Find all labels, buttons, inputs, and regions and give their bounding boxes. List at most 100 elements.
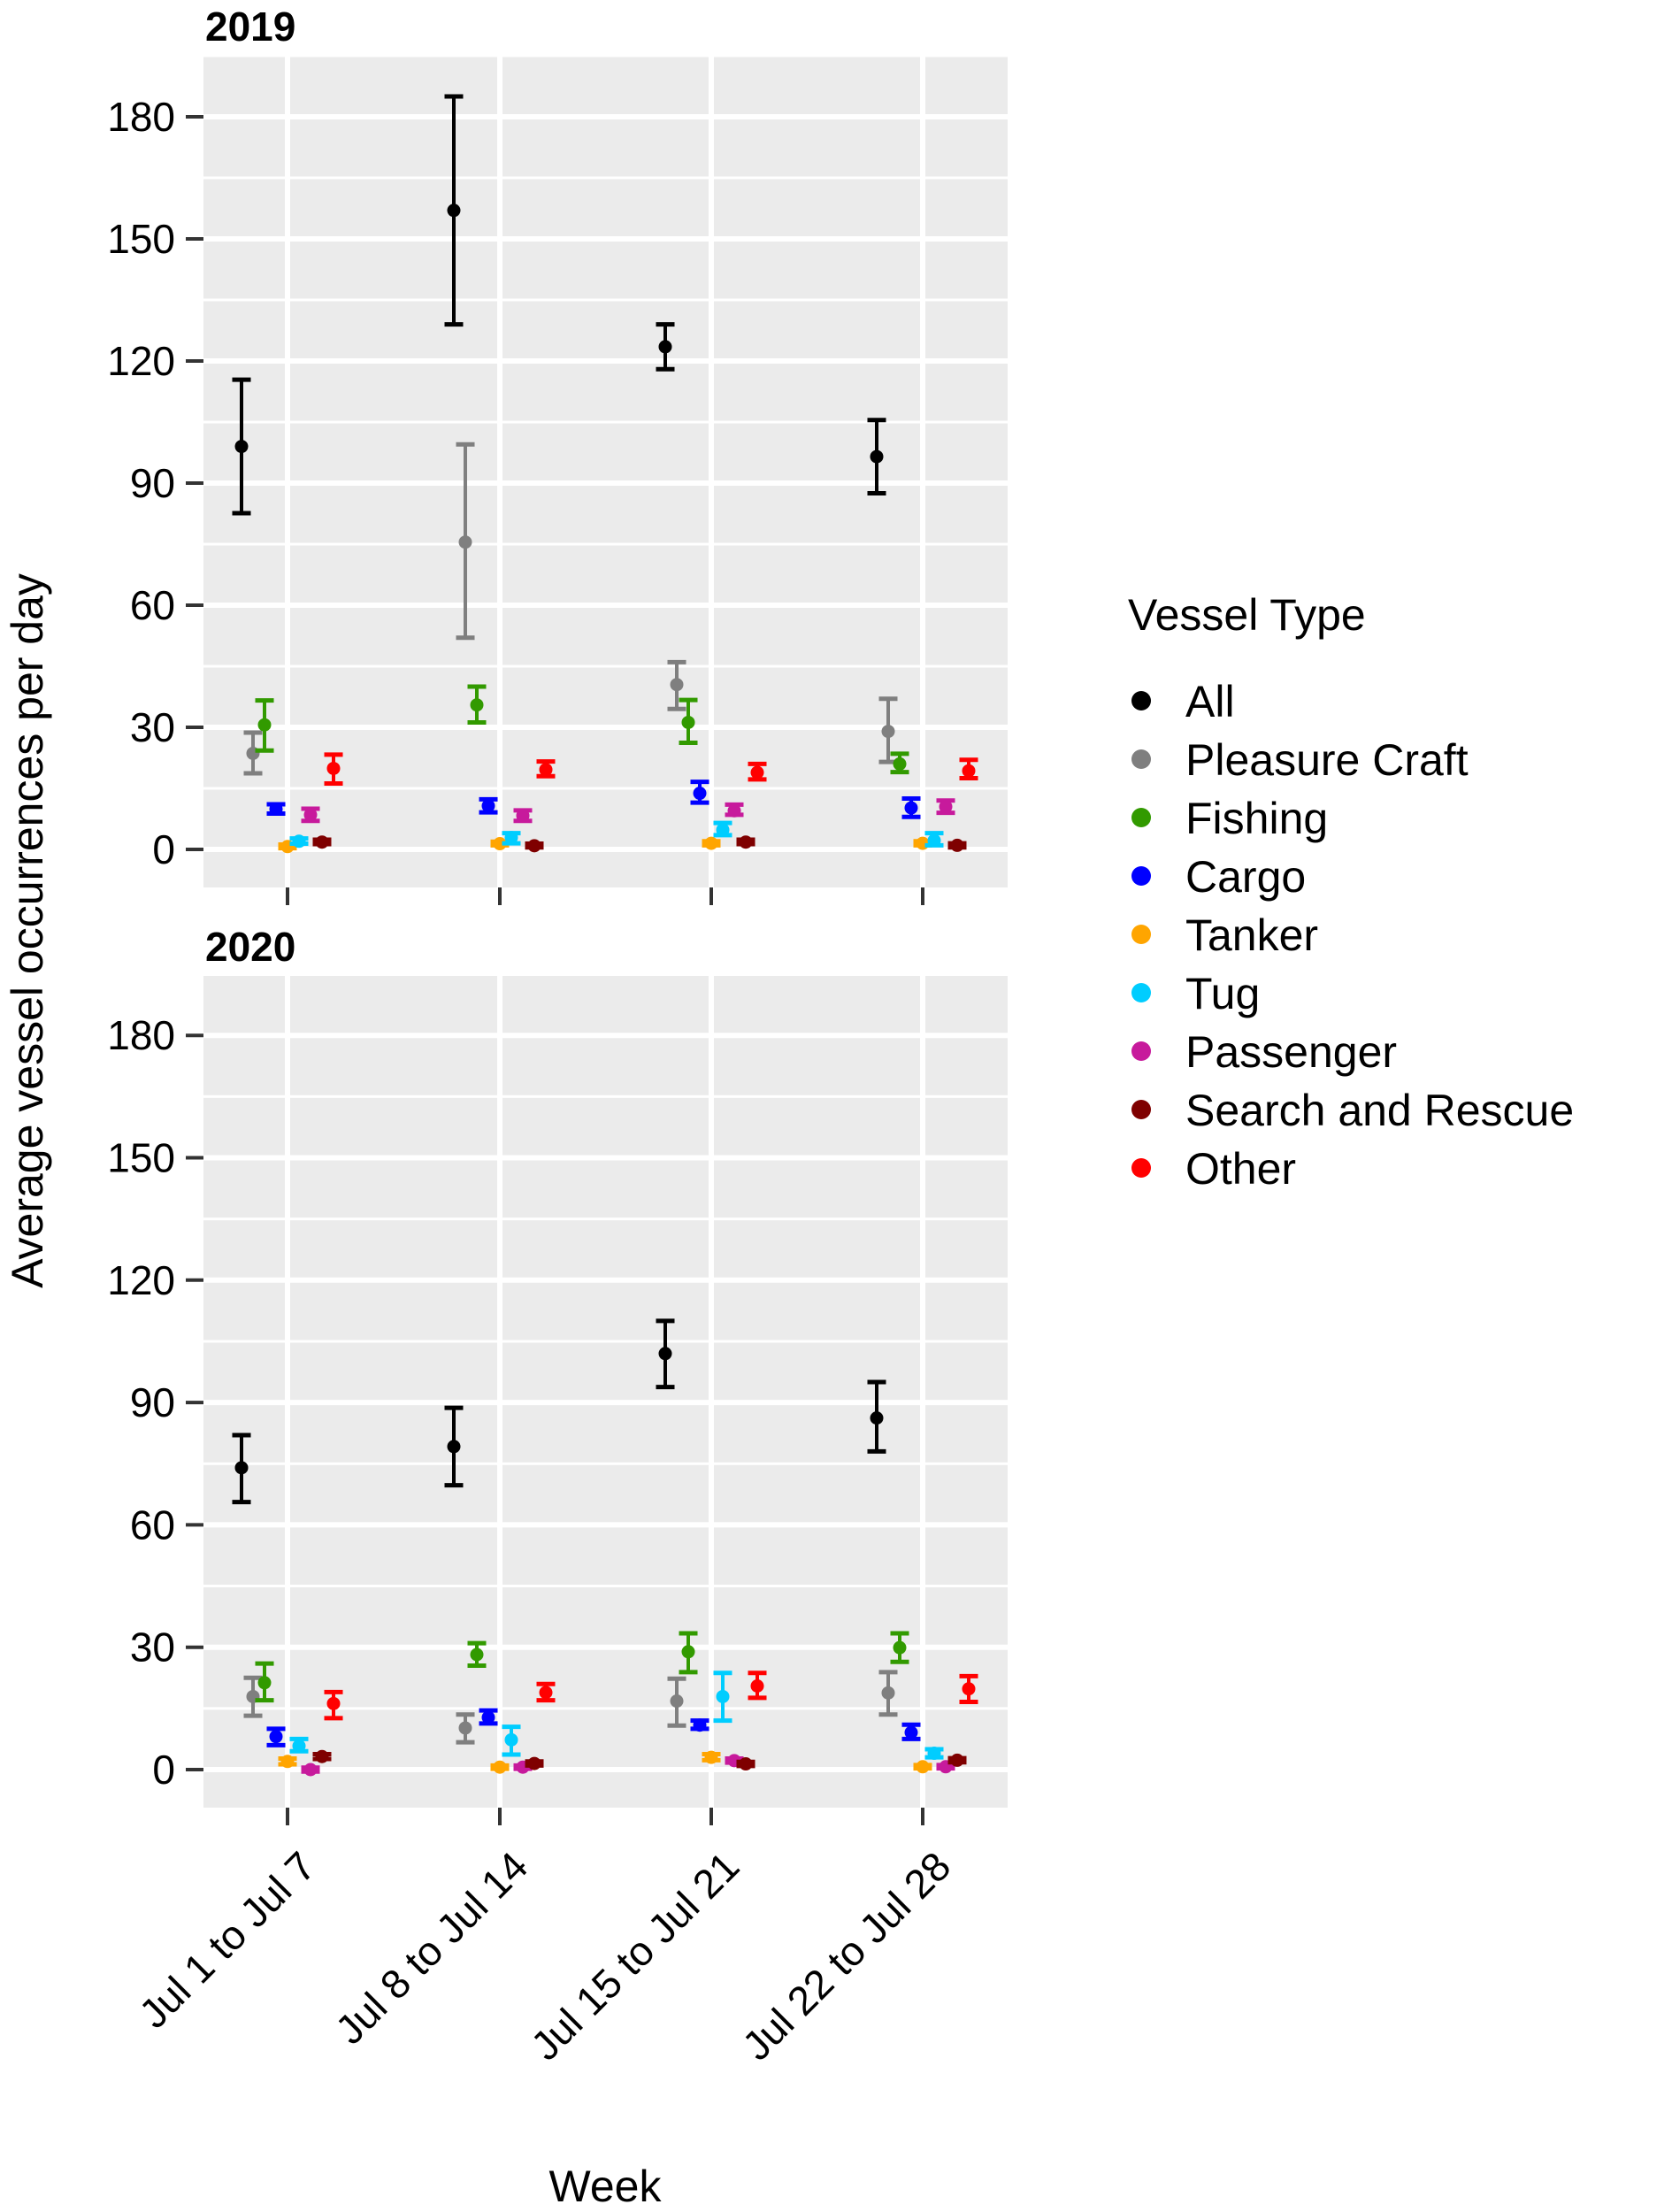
series-all [232, 1318, 886, 1505]
y-tick-label: 30 [130, 704, 175, 750]
legend: Vessel Type All Pleasure Craft Fishing Carg… [1128, 590, 1574, 1194]
data-point [670, 678, 684, 692]
legend-item-search-and-rescue: Search and Rescue [1131, 1086, 1574, 1135]
panel-title-2020: 2020 [205, 924, 295, 970]
data-point [962, 1682, 976, 1696]
series-search-and-rescue [312, 835, 967, 853]
data-point [539, 1686, 553, 1700]
data-point [716, 1689, 730, 1703]
data-point [504, 831, 518, 845]
data-point [315, 835, 329, 849]
data-point [269, 1730, 283, 1744]
data-point [870, 1411, 884, 1425]
data-point [693, 1718, 707, 1732]
data-point [739, 835, 753, 849]
series-other [324, 752, 978, 786]
legend-label: Fishing [1185, 794, 1328, 843]
legend-key-icon [1131, 1100, 1151, 1119]
legend-label: Other [1185, 1144, 1296, 1194]
legend-key-icon [1131, 983, 1151, 1002]
data-point [681, 715, 695, 729]
data-point [904, 1725, 918, 1740]
legend-item-tug: Tug [1131, 969, 1260, 1018]
series-other [324, 1671, 978, 1721]
y-tick-label: 90 [130, 1379, 175, 1425]
legend-item-all: All [1131, 677, 1235, 726]
y-axis-2019: 0 30 60 90 120 150 180 [107, 94, 203, 872]
legend-label: Tanker [1185, 910, 1318, 960]
y-tick-label: 60 [130, 1502, 175, 1548]
data-point [962, 764, 976, 778]
y-axis-2020: 0 30 60 90 120 150 180 [107, 1012, 203, 1793]
data-point [927, 1747, 941, 1761]
data-point [280, 1755, 295, 1769]
series-tug [289, 1671, 944, 1761]
panel-2019: 2019 0 30 60 90 120 150 180 [107, 4, 1008, 905]
data-point [234, 1461, 249, 1475]
data-point [539, 763, 553, 777]
data-points-2019 [232, 94, 978, 854]
data-point [470, 698, 484, 712]
legend-key-icon [1131, 749, 1151, 769]
series-search-and-rescue [312, 1749, 967, 1771]
data-point [303, 808, 318, 822]
gridlines-2020 [203, 976, 1008, 1808]
plot-background-2020 [203, 976, 1008, 1808]
data-point [257, 1676, 272, 1690]
data-point [893, 757, 907, 771]
series-tanker [278, 1750, 932, 1774]
data-point [881, 725, 895, 739]
x-axis-ticks-2019 [286, 887, 924, 905]
data-point [870, 449, 884, 464]
legend-label: All [1185, 677, 1235, 726]
y-tick-label: 0 [152, 1747, 175, 1793]
legend-key-icon [1131, 1158, 1151, 1178]
series-cargo [266, 780, 921, 819]
data-point [234, 440, 249, 454]
legend-label: Tug [1185, 969, 1260, 1018]
data-point [516, 809, 530, 823]
data-point [527, 1756, 541, 1770]
data-point [727, 803, 741, 818]
data-point [950, 838, 964, 852]
x-category-label: Jul 1 to Jul 7 [130, 1843, 324, 2037]
legend-key-icon [1131, 1041, 1151, 1061]
panel-2020: 2020 0 30 60 90 120 150 180 [107, 924, 1008, 1825]
data-point [658, 1347, 672, 1361]
legend-title: Vessel Type [1128, 590, 1366, 640]
x-axis-ticks-2020 [286, 1808, 924, 1825]
data-point [704, 836, 718, 850]
data-point [458, 535, 472, 549]
data-point [481, 799, 495, 813]
y-tick-label: 180 [107, 1012, 175, 1058]
data-point [326, 1696, 341, 1710]
series-fishing [255, 684, 909, 775]
y-tick-label: 30 [130, 1624, 175, 1671]
data-point [493, 837, 507, 851]
series-all [232, 94, 886, 516]
x-category-label: Jul 15 to Jul 21 [522, 1843, 748, 2070]
data-point [950, 1753, 964, 1767]
legend-key-icon [1131, 691, 1151, 710]
legend-item-tanker: Tanker [1131, 910, 1318, 960]
y-axis-title: Average vessel occurrences per day [3, 573, 52, 1288]
x-category-label: Jul 8 to Jul 14 [326, 1843, 536, 2053]
data-point [681, 1645, 695, 1659]
data-point [481, 1710, 495, 1724]
y-tick-label: 90 [130, 460, 175, 506]
data-point [927, 833, 941, 848]
x-axis-title: Week [549, 2162, 663, 2211]
series-passenger [301, 798, 955, 824]
y-tick-label: 150 [107, 216, 175, 262]
series-fishing [255, 1631, 909, 1703]
data-point [292, 834, 306, 849]
data-point [458, 1721, 472, 1735]
data-point [916, 1760, 930, 1774]
data-point [527, 839, 541, 853]
data-point [447, 1440, 461, 1454]
data-point [315, 1749, 329, 1763]
y-tick-label: 150 [107, 1135, 175, 1181]
x-category-label: Jul 22 to Jul 28 [733, 1843, 960, 2070]
data-point [470, 1647, 484, 1662]
